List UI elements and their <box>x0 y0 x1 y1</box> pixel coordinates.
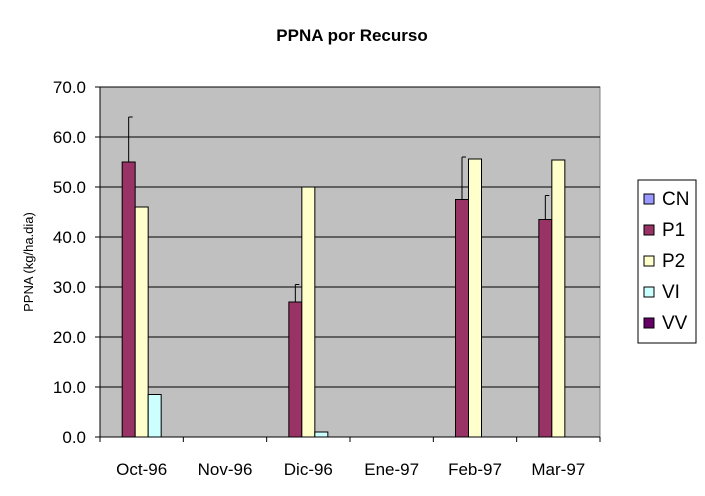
legend-label-p2: P2 <box>662 251 685 272</box>
x-tick-label: Mar-97 <box>531 460 585 479</box>
bar-p2-dic-96 <box>301 186 316 438</box>
y-tick-label: 60.0 <box>53 128 86 147</box>
legend-swatch-cn <box>643 193 655 205</box>
bar-vi-dic-96 <box>314 431 329 438</box>
legend-label-cn: CN <box>662 189 689 210</box>
y-tick-label: 10.0 <box>53 378 86 397</box>
y-tick-label: 0.0 <box>62 428 86 447</box>
bar-p2-feb-97 <box>468 158 482 438</box>
legend-swatch-p1 <box>643 224 655 236</box>
legend-swatch-vi <box>643 286 655 298</box>
x-tick-label: Feb-97 <box>448 460 502 479</box>
bar-p1-mar-97 <box>538 219 553 438</box>
legend-swatch-p2 <box>643 255 655 267</box>
bar-p2-oct-96 <box>134 206 149 438</box>
legend-label-vi: VI <box>662 282 680 303</box>
legend-label-vv: VV <box>662 313 688 334</box>
x-tick-label: Nov-96 <box>198 460 253 479</box>
x-tick-label: Dic-96 <box>284 460 333 479</box>
plot-area: 0.0 10.0 20.0 30.0 40.0 50.0 60.0 70.0 Oct-96 Nov… <box>53 78 601 479</box>
legend-swatch-vv <box>643 317 655 329</box>
bar-p1-oct-96 <box>121 161 136 438</box>
legend: CN P1 P2 VI VV <box>637 179 697 344</box>
x-tick-label: Oct-96 <box>116 460 167 479</box>
bar-p1-feb-97 <box>455 199 469 438</box>
y-tick-label: 30.0 <box>53 278 86 297</box>
y-tick-label: 70.0 <box>53 78 86 97</box>
bar-p1-dic-96 <box>288 301 303 438</box>
y-tick-label: 20.0 <box>53 328 86 347</box>
y-tick-label: 40.0 <box>53 228 86 247</box>
plot-background <box>99 86 601 438</box>
y-tick-label: 50.0 <box>53 178 86 197</box>
bar-p2-mar-97 <box>551 159 566 438</box>
x-tick-label: Ene-97 <box>364 460 419 479</box>
y-axis-label: PPNA (kg/ha.dia) <box>21 212 36 312</box>
bar-vi-oct-96 <box>147 394 162 438</box>
legend-label-p1: P1 <box>662 220 685 241</box>
chart-title: PPNA por Recurso <box>276 26 427 45</box>
